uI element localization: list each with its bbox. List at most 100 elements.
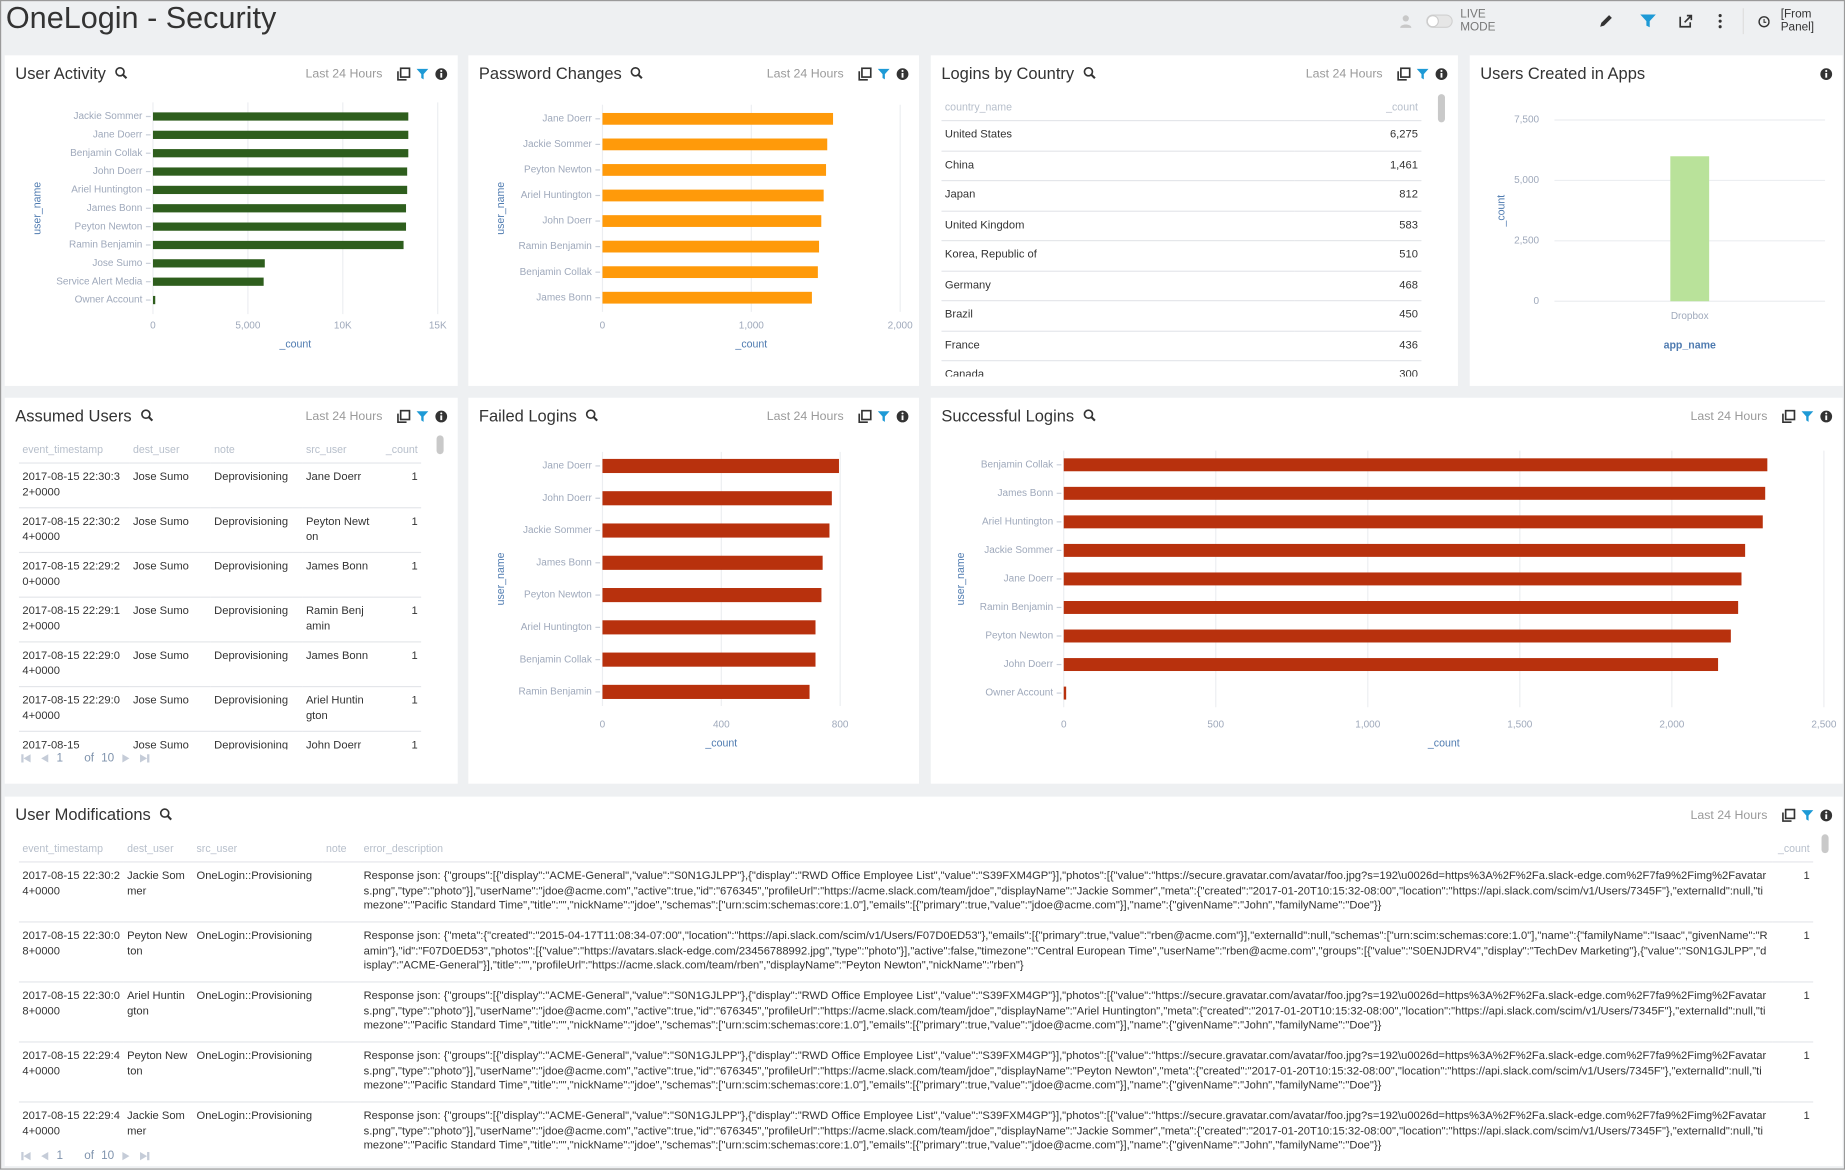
icon-part [1416,68,1429,80]
panel: Successful Logins Last 24 Hours 0 500 1,000 1… [930,397,1843,784]
y-tick-label: Peyton Newton [75,221,143,232]
table-cell [322,981,361,1042]
copy-icon[interactable] [397,409,411,424]
copy-icon[interactable] [1397,67,1411,81]
table-cell: 1 [373,686,422,732]
icon-part [1083,66,1094,77]
live-mode-toggle[interactable]: LIVE MODE [1426,8,1521,34]
page-total: 10 [101,1149,115,1163]
info-icon[interactable] [1819,67,1833,81]
table-row: Canada 300 [941,360,1422,377]
copy-icon[interactable] [1782,808,1796,822]
filter-icon[interactable] [1800,808,1814,822]
table-row: 2017-08-15 22:29:04+0000 Jose Sumo Deprovi… [18,641,422,687]
pager-button[interactable] [39,753,50,764]
filter-icon[interactable] [877,67,891,81]
scrollbar-thumb [1821,834,1829,854]
column-header: _count [1386,101,1418,113]
panel-actions: Last 24 Hours [767,67,910,81]
scrollbar-thumb [1437,94,1445,123]
icon-part [861,409,872,421]
table-cell: China [941,150,1295,181]
bar [602,164,827,176]
icon-part [1719,19,1723,23]
bar [152,240,404,250]
filter-icon[interactable] [415,409,429,423]
table-cell: Deprovisioning [210,730,303,750]
pager-button[interactable] [139,753,150,764]
bar [1670,156,1710,302]
share-icon[interactable] [1678,13,1694,29]
info-icon[interactable] [1819,808,1833,822]
bar [602,215,822,227]
icon-part [1083,409,1094,420]
table-cell: Response json: {"groups":[{"display":"AC… [360,861,1773,922]
y-tick-label: 5,000 [1514,175,1539,186]
table-cell: Jane Doerr [302,462,374,508]
bar [152,295,156,305]
edit-icon[interactable] [1598,13,1614,29]
copy-icon[interactable] [858,409,872,424]
more-icon[interactable] [1717,13,1724,29]
pager-button[interactable] [121,753,132,764]
pager-button[interactable] [21,1151,32,1162]
filter-icon[interactable] [1639,13,1657,29]
info-icon[interactable] [895,67,909,81]
user-icon[interactable] [1399,14,1412,28]
panel: Password Changes Last 24 Hours 0 1,000 2,000… [468,55,920,386]
zoom-icon[interactable] [159,807,173,821]
filter-icon[interactable] [1800,409,1814,423]
page-number: 1 [56,751,64,765]
info-icon[interactable] [434,67,448,81]
bar [152,130,409,139]
column-header: note [325,842,347,855]
panel-title: Failed Logins [478,405,577,425]
pager-button[interactable] [21,753,32,764]
icon-part [1427,15,1440,28]
table-cell: Jose Sumo [129,507,211,553]
pager-button[interactable] [139,1151,150,1162]
table-cell: 1 [373,507,422,553]
zoom-icon[interactable] [1082,408,1096,422]
filter-icon[interactable] [1416,67,1430,81]
icon-part [167,815,173,821]
table-cell: 450 [1294,300,1422,331]
icon-part [1825,72,1828,78]
y-tick-label: Ariel Huntington [982,517,1053,528]
toggle-switch[interactable] [1426,14,1454,28]
filter-icon[interactable] [877,409,891,423]
bar [1063,658,1719,672]
zoom-icon[interactable] [630,66,644,80]
info-icon[interactable] [1434,67,1448,81]
table-cell: OneLogin::Provisioning [192,861,323,922]
icon-part [593,416,599,422]
copy-icon[interactable] [1782,409,1796,424]
zoom-icon[interactable] [585,408,599,422]
icon-part [586,409,596,420]
icon-part [21,1151,24,1161]
y-tick-label: 2,500 [1514,235,1539,246]
column-header: note [214,443,235,456]
zoom-icon[interactable] [114,66,128,80]
table-cell: 2017-08-15 [18,730,130,750]
filter-icon[interactable] [415,67,429,81]
panel-header: Failed Logins [479,406,599,425]
pager-button[interactable] [121,1151,132,1162]
time-range-picker[interactable]: [From Panel] [1758,8,1844,34]
icon-part [631,66,641,77]
icon-part [122,73,128,79]
table-cell: 1 [1772,861,1814,922]
pagination: 1 of 10 [21,1149,150,1163]
zoom-icon[interactable] [1082,66,1096,80]
zoom-icon[interactable] [140,408,154,422]
chart: 0 400 800 Jane Doerr John Doerr Jackie Sommer… [495,451,849,749]
copy-icon[interactable] [858,67,872,81]
info-icon[interactable] [895,409,909,423]
pager-button[interactable] [39,1151,50,1162]
copy-icon[interactable] [397,67,411,81]
page-total: 10 [101,751,115,765]
info-icon[interactable] [434,409,448,423]
table-cell: 2017-08-15 22:30:24+0000 [18,861,124,922]
icon-part [440,412,443,415]
info-icon[interactable] [1819,409,1833,423]
